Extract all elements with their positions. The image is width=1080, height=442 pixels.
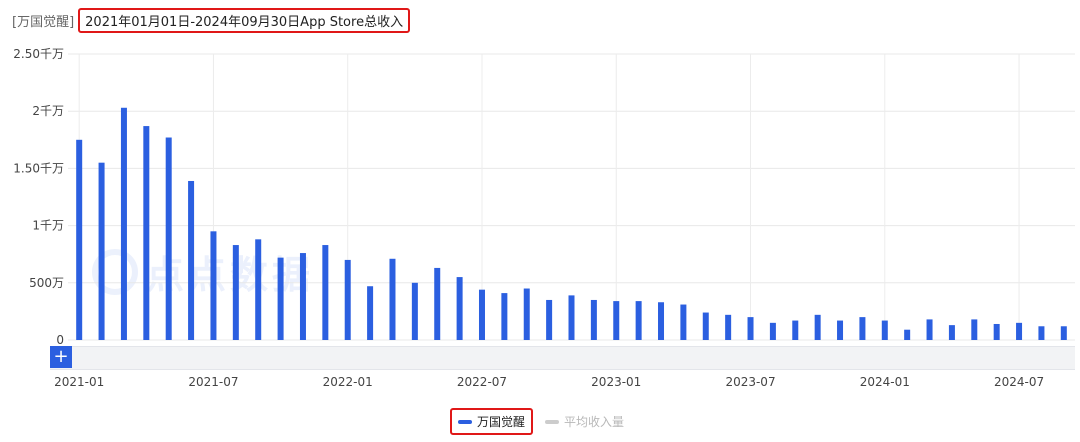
bar-2022-01[interactable]: [344, 259, 351, 340]
bar-2021-03[interactable]: [120, 107, 127, 340]
y-tick-label: 2千万: [32, 104, 64, 118]
legend-swatch-icon: [457, 419, 472, 424]
bar-2022-04[interactable]: [411, 282, 418, 340]
zoom-slider-track[interactable]: [50, 346, 1075, 370]
bar-2022-10[interactable]: [546, 299, 553, 340]
chart-title-bar: [万国觉醒] 2021年01月01日-2024年09月30日App Store总…: [12, 7, 411, 33]
bar-2024-06[interactable]: [993, 323, 1000, 340]
bar-2023-03[interactable]: [658, 302, 665, 340]
x-tick-label: 2021-01: [54, 375, 104, 389]
bar-2021-12[interactable]: [322, 245, 329, 340]
bar-2021-10[interactable]: [277, 257, 284, 340]
bar-2023-01[interactable]: [613, 301, 620, 340]
y-tick-label: 500万: [29, 276, 64, 290]
bar-2021-01[interactable]: [76, 139, 83, 340]
x-tick-label: 2023-01: [591, 375, 641, 389]
y-tick-label: 2.50千万: [13, 47, 64, 61]
bar-2024-04[interactable]: [948, 325, 955, 340]
x-tick-label: 2024-01: [860, 375, 910, 389]
x-tick-label: 2023-07: [725, 375, 775, 389]
bar-2023-09[interactable]: [792, 320, 799, 340]
legend-item-0[interactable]: 万国觉醒: [449, 408, 533, 435]
date-range-title: 2021年01月01日-2024年09月30日App Store总收入: [78, 7, 411, 33]
bar-2022-03[interactable]: [389, 258, 396, 340]
bar-2021-11[interactable]: [299, 253, 306, 340]
bar-2024-03[interactable]: [926, 319, 933, 340]
legend-item-1[interactable]: 平均收入量: [539, 410, 630, 433]
legend-label: 平均收入量: [564, 415, 625, 429]
bar-2022-12[interactable]: [590, 299, 597, 340]
legend-swatch-icon: [545, 419, 559, 424]
bar-2021-09[interactable]: [255, 239, 262, 340]
bar-2024-02[interactable]: [904, 329, 911, 340]
bar-2022-05[interactable]: [434, 267, 441, 340]
bar-2023-10[interactable]: [814, 314, 821, 340]
x-tick-label: 2022-01: [323, 375, 373, 389]
zoom-expand-button[interactable]: +: [50, 346, 72, 368]
bar-2021-06[interactable]: [188, 180, 195, 340]
x-tick-label: 2021-07: [188, 375, 238, 389]
bar-2023-12[interactable]: [859, 317, 866, 340]
y-tick-label: 0: [56, 333, 64, 347]
bar-2022-02[interactable]: [367, 286, 374, 340]
bar-2021-04[interactable]: [143, 126, 150, 341]
bar-2023-02[interactable]: [635, 301, 642, 340]
chart-legend: 万国觉醒 平均收入量: [0, 408, 1080, 435]
bar-2023-05[interactable]: [702, 312, 709, 340]
bar-2022-09[interactable]: [523, 288, 530, 340]
bar-2023-04[interactable]: [680, 304, 687, 340]
y-tick-label: 1千万: [32, 219, 64, 233]
bar-2024-01[interactable]: [881, 320, 888, 340]
bar-2022-11[interactable]: [568, 295, 575, 340]
bar-2023-07[interactable]: [747, 317, 754, 340]
bar-2021-08[interactable]: [232, 245, 239, 340]
legend-label: 万国觉醒: [476, 415, 525, 429]
bar-2022-06[interactable]: [456, 277, 463, 340]
bar-2023-11[interactable]: [837, 320, 844, 340]
bar-2022-08[interactable]: [501, 293, 508, 340]
x-tick-label: 2024-07: [994, 375, 1044, 389]
x-tick-label: 2022-07: [457, 375, 507, 389]
bar-2021-02[interactable]: [98, 162, 105, 340]
bar-2023-08[interactable]: [769, 322, 776, 340]
bar-2024-05[interactable]: [971, 319, 978, 340]
bar-2023-06[interactable]: [725, 314, 732, 340]
bar-2022-07[interactable]: [478, 289, 485, 340]
bar-2024-09[interactable]: [1060, 326, 1067, 340]
app-name-label: [万国觉醒]: [12, 14, 75, 30]
bar-2021-07[interactable]: [210, 231, 217, 340]
bar-2021-05[interactable]: [165, 137, 172, 340]
bar-2024-07[interactable]: [1016, 322, 1023, 340]
y-tick-label: 1.50千万: [13, 161, 64, 175]
bar-2024-08[interactable]: [1038, 326, 1045, 340]
